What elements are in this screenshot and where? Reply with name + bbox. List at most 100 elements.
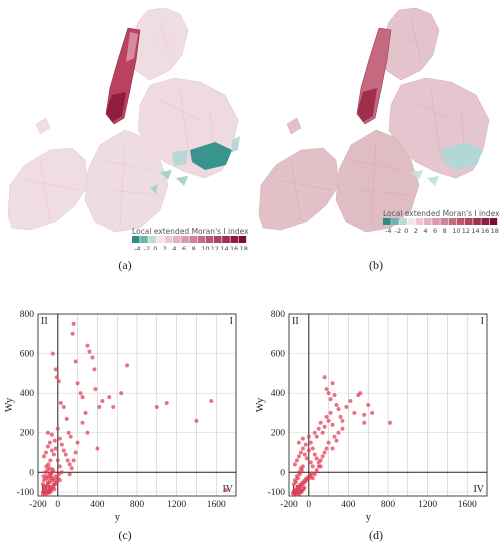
legend-tick: -4 bbox=[134, 245, 140, 250]
data-point bbox=[45, 480, 50, 485]
data-point bbox=[362, 420, 367, 425]
data-point bbox=[300, 446, 305, 451]
data-point bbox=[53, 367, 58, 372]
data-point bbox=[332, 393, 337, 398]
bay-islands bbox=[150, 170, 188, 194]
data-point bbox=[300, 464, 305, 469]
y-tick-label: -100 bbox=[268, 488, 286, 498]
data-point bbox=[224, 488, 229, 493]
data-point bbox=[80, 420, 85, 425]
legend-tick: 2 bbox=[163, 245, 167, 250]
legend-tick: 12 bbox=[462, 227, 470, 235]
data-point bbox=[107, 395, 112, 400]
plot-frame bbox=[37, 313, 237, 497]
data-point bbox=[47, 440, 52, 445]
data-point bbox=[308, 460, 313, 465]
plot-frame bbox=[288, 313, 488, 497]
data-point bbox=[299, 468, 304, 473]
data-point bbox=[320, 454, 325, 459]
data-point bbox=[49, 448, 54, 453]
data-point bbox=[59, 470, 64, 475]
data-point bbox=[55, 458, 60, 463]
small-island bbox=[286, 117, 302, 135]
data-point bbox=[344, 404, 349, 409]
staten-island-region bbox=[258, 147, 340, 231]
quadrant-label: II bbox=[292, 316, 299, 327]
data-point bbox=[52, 438, 57, 443]
legend-swatch bbox=[140, 236, 148, 243]
data-point bbox=[71, 458, 76, 463]
data-point bbox=[324, 387, 329, 392]
y-tick-label: 0 bbox=[280, 468, 285, 478]
legend-swatch bbox=[473, 218, 481, 225]
caption-a: (a) bbox=[118, 258, 132, 272]
bay-islands bbox=[411, 170, 439, 186]
data-point bbox=[46, 462, 51, 467]
data-point bbox=[338, 414, 343, 419]
data-point bbox=[100, 399, 105, 404]
data-point bbox=[326, 440, 331, 445]
legend-a: -4 -2 0 2 4 6 8 10 12 14 16 18 bbox=[132, 236, 248, 250]
map-a: Local extended Moran's I index -4 -2 0 2 4 6 8… bbox=[7, 7, 249, 250]
data-point bbox=[314, 468, 319, 473]
neighborhood-lines bbox=[24, 19, 216, 226]
data-point bbox=[111, 404, 116, 409]
y-tick-label: 600 bbox=[271, 350, 286, 360]
data-point bbox=[49, 432, 54, 437]
legend-swatch bbox=[399, 218, 407, 225]
legend-tick: -2 bbox=[144, 245, 150, 250]
negative-hotspot bbox=[190, 142, 232, 170]
neighborhood-lines bbox=[275, 19, 467, 226]
data-point bbox=[328, 410, 333, 415]
x-tick-label: -200 bbox=[280, 500, 298, 510]
legend-tick: 0 bbox=[153, 245, 157, 250]
data-point bbox=[57, 464, 62, 469]
x-tick-label: 400 bbox=[90, 500, 105, 510]
legend-swatch bbox=[148, 236, 156, 243]
data-point bbox=[51, 469, 56, 474]
data-point bbox=[85, 430, 90, 435]
data-point bbox=[300, 436, 305, 441]
legend-tick: 14 bbox=[220, 245, 228, 250]
x-tick-label: 1200 bbox=[167, 500, 186, 510]
legend-swatch bbox=[214, 236, 222, 243]
legend-swatch bbox=[424, 218, 432, 225]
quadrant-label: I bbox=[481, 316, 484, 327]
x-tick-label: 400 bbox=[341, 500, 356, 510]
y-tick-label: 0 bbox=[29, 468, 34, 478]
negative-hotspot-edge bbox=[172, 136, 240, 166]
data-point bbox=[362, 412, 367, 417]
legend-swatch bbox=[415, 218, 424, 225]
nyc-map-a bbox=[7, 7, 240, 233]
data-point bbox=[340, 418, 345, 423]
data-point bbox=[64, 416, 69, 421]
y-tick-label: 800 bbox=[271, 310, 286, 320]
data-point bbox=[56, 472, 61, 477]
data-point bbox=[306, 434, 311, 439]
data-point bbox=[90, 355, 95, 360]
data-point bbox=[43, 450, 48, 455]
scatter-plot-d: -200 0 400 800 1200 1600 -100 0 200 400 600 800 y Wy I… bbox=[255, 310, 488, 523]
data-point bbox=[322, 424, 327, 429]
x-tick-label: 800 bbox=[130, 500, 145, 510]
legend-swatch bbox=[456, 218, 465, 225]
data-point bbox=[67, 462, 72, 467]
data-point bbox=[296, 454, 301, 459]
data-point bbox=[322, 450, 327, 455]
x-tick-label: 800 bbox=[381, 500, 396, 510]
legend-title-a: Local extended Moran's I index bbox=[132, 227, 249, 236]
y-tick-label: 400 bbox=[20, 389, 35, 399]
data-point bbox=[330, 381, 335, 386]
data-point bbox=[45, 430, 50, 435]
data-point bbox=[328, 397, 333, 402]
data-point bbox=[336, 406, 341, 411]
legend-tick: 4 bbox=[423, 227, 427, 235]
legend-swatch bbox=[383, 218, 391, 225]
legend-tick: 8 bbox=[443, 227, 447, 235]
legend-tick: 2 bbox=[414, 227, 418, 235]
legend-swatch bbox=[391, 218, 399, 225]
quadrant-label: II bbox=[41, 316, 48, 327]
y-tick-label: 200 bbox=[20, 429, 35, 439]
data-point bbox=[209, 399, 214, 404]
legend-tick: 4 bbox=[172, 245, 176, 250]
